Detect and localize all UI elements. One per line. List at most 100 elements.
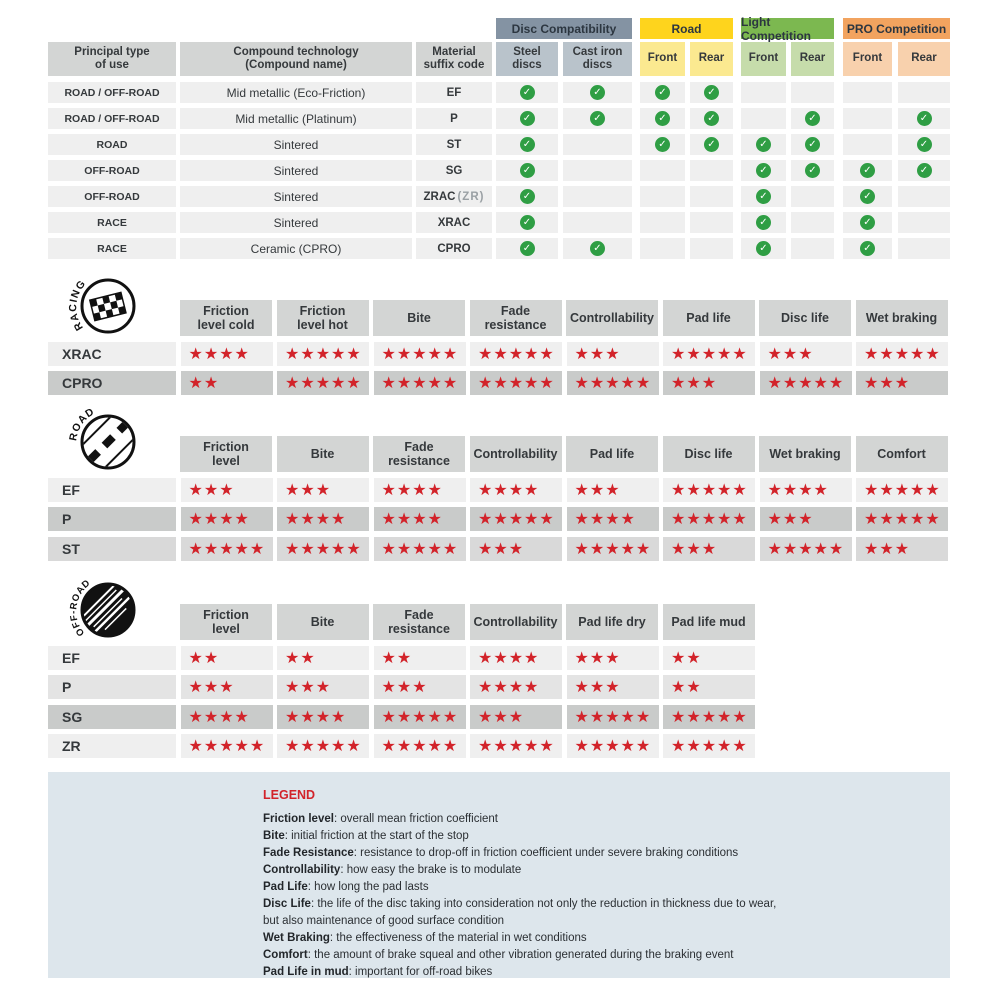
material-code-note: (ZR)	[457, 190, 485, 203]
checkmark-icon: ✓	[519, 85, 535, 100]
star-rating-5-of-5: ★★★★★	[574, 538, 652, 558]
checkmark-icon: ✓	[756, 137, 771, 152]
star-rating-5-of-5: ★★★★★	[864, 343, 941, 363]
check-cell: ✓	[843, 160, 892, 181]
star-rating-cell: ★★★	[277, 675, 369, 699]
checkmark-icon: ✓	[519, 137, 535, 152]
legend-term: Friction level	[263, 813, 334, 825]
star-rating-5-of-5: ★★★★★	[671, 706, 748, 726]
star-rating-4-of-5: ★★★★	[381, 479, 443, 499]
star-rating-4-of-5: ★★★★	[478, 479, 540, 499]
check-cell: ✓	[496, 134, 558, 155]
star-rating-2-of-5: ★★	[381, 647, 413, 667]
star-rating-5-of-5: ★★★★★	[381, 736, 459, 755]
star-rating-5-of-5: ★★★★★	[381, 538, 459, 558]
compound-name-value: Mid metallic (Eco-Friction)	[180, 82, 412, 103]
compound-code-label: SG	[48, 704, 176, 729]
band-spacer	[48, 18, 492, 39]
star-rating-cell: ★★	[663, 645, 755, 670]
star-rating-5-of-5: ★★★★★	[285, 373, 362, 392]
check-cell	[898, 186, 950, 207]
check-cell: ✓	[791, 134, 834, 155]
check-cell: ✓	[496, 160, 558, 181]
rating-column-pad-life: Pad life	[662, 300, 755, 336]
legend-term: Pad Life in mud	[263, 966, 349, 978]
section-racing: RACING Friction level cold Friction level …	[48, 277, 950, 395]
star-rating-cell: ★★★★★	[663, 507, 755, 531]
rating-row-p: P ★★★★ ★★★★ ★★★★ ★★★★★ ★★★★ ★★★★★ ★★★ ★★★★★	[48, 507, 950, 531]
star-rating-3-of-5: ★★★	[574, 647, 621, 667]
star-rating-cell: ★★★★	[180, 341, 273, 366]
star-rating-3-of-5: ★★★	[671, 373, 718, 392]
star-rating-cell: ★★★★★	[759, 371, 852, 395]
star-rating-cell: ★★★★	[470, 477, 562, 502]
legend-item: Disc Life: the life of the disc taking i…	[263, 898, 777, 910]
check-cell: ✓	[843, 186, 892, 207]
compat-row-ef: ROAD / OFF-ROAD Mid metallic (Eco-Frictio…	[48, 82, 950, 103]
star-rating-cell: ★★★★★	[180, 536, 273, 561]
rating-row-p: P ★★★ ★★★ ★★★ ★★★★ ★★★ ★★	[48, 675, 950, 699]
check-cell: ✓	[741, 238, 786, 259]
group-header-disc-compatibility: Disc Compatibility	[496, 18, 632, 39]
rating-row-cpro: CPRO ★★ ★★★★★ ★★★★★ ★★★★★ ★★★★★ ★★★ ★★★★★ ★★★	[48, 371, 950, 395]
compat-row-sg: OFF-ROAD Sintered SG ✓ ✓ ✓ ✓ ✓	[48, 160, 950, 181]
checkmark-icon: ✓	[704, 137, 719, 152]
star-rating-4-of-5: ★★★★	[285, 509, 347, 528]
rating-column-friction-level-cold: Friction level cold	[180, 300, 272, 336]
star-rating-3-of-5: ★★★	[767, 509, 814, 528]
material-code-value: XRAC	[416, 212, 492, 233]
compound-code-label: EF	[48, 645, 176, 670]
legend-items: Friction level: overall mean friction co…	[263, 811, 926, 981]
star-rating-5-of-5: ★★★★★	[285, 538, 362, 558]
principal-use-value: OFF-ROAD	[48, 160, 176, 181]
check-cell: ✓	[563, 238, 632, 259]
star-rating-5-of-5: ★★★★★	[574, 373, 652, 392]
material-code-value: SG	[416, 160, 492, 181]
road-icon: ROAD	[66, 398, 146, 478]
rating-column-controllability: Controllability	[566, 300, 658, 336]
checkmark-icon: ✓	[655, 111, 670, 126]
star-rating-cell: ★★★★	[566, 507, 659, 531]
check-cell: ✓	[898, 160, 950, 181]
star-rating-4-of-5: ★★★★	[285, 706, 347, 726]
star-rating-4-of-5: ★★★★	[188, 509, 250, 528]
section-header-row: Friction level Bite Fade resistance Control…	[180, 436, 950, 472]
checkmark-icon: ✓	[756, 215, 771, 230]
checkmark-icon: ✓	[519, 111, 535, 126]
star-rating-cell: ★★★	[373, 675, 466, 699]
star-rating-cell: ★★★★	[373, 507, 466, 531]
group-header-light-competition: Light Competition	[741, 15, 834, 43]
check-cell: ✓	[690, 134, 733, 155]
legend-term: Pad Life	[263, 881, 308, 893]
rating-column-comfort: Comfort	[855, 436, 948, 472]
check-cell	[791, 186, 834, 207]
section-header-row: Friction level Bite Fade resistance Control…	[180, 604, 950, 640]
rating-row-st: ST ★★★★★ ★★★★★ ★★★★★ ★★★ ★★★★★ ★★★ ★★★★★ ★★★	[48, 536, 950, 561]
star-rating-4-of-5: ★★★★	[188, 343, 250, 363]
rating-row-ef: EF ★★★ ★★★ ★★★★ ★★★★ ★★★ ★★★★★ ★★★★ ★★★★★	[48, 477, 950, 502]
star-rating-cell: ★★★★★	[759, 536, 852, 561]
star-rating-cell: ★★★	[663, 536, 755, 561]
compound-name-value: Mid metallic (Platinum)	[180, 108, 412, 129]
star-rating-cell: ★★★★★	[663, 704, 755, 729]
section-offroad: OFF-ROAD Friction level Bite Fade resistanc…	[48, 577, 950, 758]
star-rating-2-of-5: ★★	[285, 647, 316, 667]
compat-header-row: Principal type of use Compound technology…	[48, 42, 950, 76]
star-rating-cell: ★★★★★	[663, 341, 755, 366]
check-cell: ✓	[690, 108, 733, 129]
star-rating-5-of-5: ★★★★★	[188, 736, 266, 755]
star-rating-5-of-5: ★★★★★	[381, 706, 459, 726]
racing-flag-icon: RACING	[66, 262, 146, 342]
star-rating-5-of-5: ★★★★★	[671, 343, 748, 363]
legend-item: Comfort: the amount of brake squeal and …	[263, 949, 734, 961]
star-rating-cell: ★★★★★	[856, 507, 948, 531]
material-code-value: ZRAC (ZR)	[416, 186, 492, 207]
star-rating-cell: ★★	[180, 371, 273, 395]
check-cell	[563, 134, 632, 155]
star-rating-cell: ★★★★	[759, 477, 852, 502]
check-cell: ✓	[898, 108, 950, 129]
star-rating-2-of-5: ★★	[188, 373, 220, 392]
column-header-front: Front	[741, 42, 786, 76]
check-cell: ✓	[563, 82, 632, 103]
legend-term: Disc Life	[263, 898, 311, 910]
